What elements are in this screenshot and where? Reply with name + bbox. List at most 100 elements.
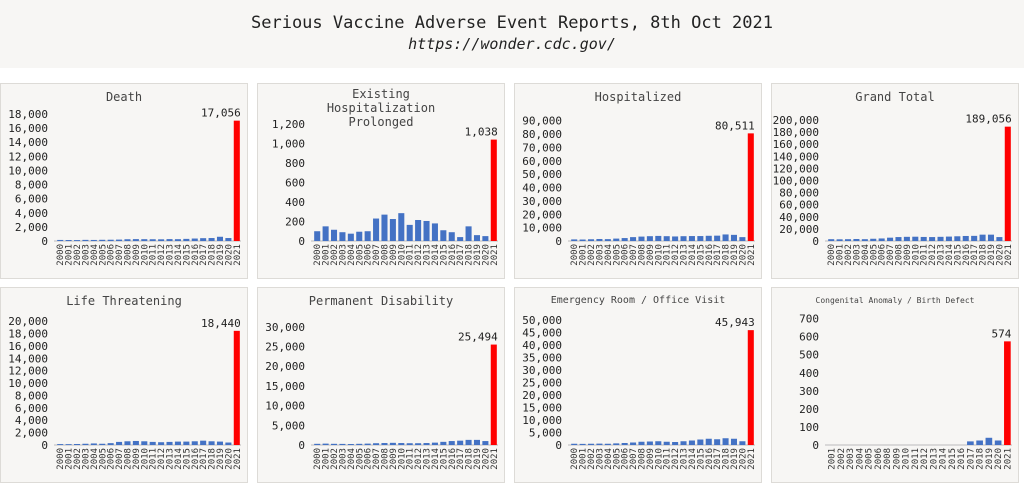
x-tick-label: 2006	[107, 244, 117, 266]
x-tick-label: 2010	[654, 244, 664, 266]
x-tick-label: 2016	[191, 244, 201, 266]
bar	[99, 443, 106, 445]
bar	[356, 443, 363, 445]
x-tick-label: 2002	[587, 244, 597, 266]
bar	[739, 237, 746, 241]
x-tick-label: 2010	[397, 448, 407, 470]
x-tick-label: 2021	[233, 244, 243, 266]
bar	[638, 441, 645, 445]
y-tick-label: 20,000	[265, 360, 305, 373]
x-tick-label: 2006	[107, 448, 117, 470]
x-tick-label: 2021	[747, 244, 757, 266]
bar-highlight	[1004, 126, 1011, 241]
bar-highlight	[233, 330, 240, 445]
bar-value-label: 189,056	[965, 113, 1011, 126]
bar	[158, 239, 165, 241]
x-tick-label: 2015	[182, 448, 192, 470]
bar-value-label: 1,038	[465, 126, 498, 139]
bar	[912, 236, 919, 241]
bar	[971, 235, 978, 241]
x-tick-label: 2014	[431, 448, 441, 470]
x-tick-label: 2013	[166, 448, 176, 470]
bar	[967, 441, 974, 445]
x-tick-label: 2014	[945, 244, 955, 266]
bar	[216, 236, 224, 241]
y-tick-label: 120,000	[773, 162, 819, 175]
bar	[465, 226, 472, 241]
x-tick-label: 2015	[182, 244, 192, 266]
bar	[579, 239, 586, 241]
bar	[482, 236, 489, 241]
x-tick-label: 2005	[612, 448, 622, 470]
bar	[448, 441, 455, 445]
x-tick-label: 2014	[688, 448, 698, 470]
x-tick-label: 2003	[846, 448, 856, 470]
bar-value-label: 18,440	[201, 317, 241, 330]
x-tick-label: 2010	[902, 448, 912, 470]
x-tick-label: 2013	[166, 244, 176, 266]
x-tick-label: 2009	[389, 448, 399, 470]
x-tick-label: 2001	[579, 448, 589, 470]
y-tick-label: 20,000	[779, 223, 819, 236]
bar	[116, 239, 123, 241]
y-tick-label: 40,000	[779, 211, 819, 224]
x-tick-label: 2018	[976, 448, 986, 470]
x-tick-label: 2018	[465, 448, 475, 470]
x-tick-label: 2003	[81, 448, 91, 470]
chart-title: Congenital Anomaly / Birth Defect	[816, 296, 975, 305]
bar	[166, 441, 173, 445]
y-tick-label: 70,000	[522, 141, 562, 154]
x-tick-label: 2001	[65, 448, 75, 470]
x-tick-label: 2002	[73, 244, 83, 266]
x-tick-label: 2015	[948, 448, 958, 470]
x-tick-label: 2018	[208, 244, 218, 266]
bar	[373, 218, 380, 241]
x-tick-label: 2006	[874, 448, 884, 470]
bar	[149, 239, 156, 241]
x-tick-label: 2011	[920, 244, 930, 266]
chart-title: Prolonged	[348, 115, 413, 129]
y-tick-label: 0	[555, 235, 562, 248]
bar	[381, 214, 388, 241]
x-tick-label: 2007	[372, 448, 382, 470]
x-tick-label: 2000	[313, 448, 323, 470]
bar	[314, 443, 321, 445]
bar	[903, 236, 910, 241]
y-tick-label: 16,000	[8, 122, 48, 135]
bar	[431, 442, 438, 445]
y-tick-label: 20,000	[522, 389, 562, 402]
x-tick-label: 2003	[595, 448, 605, 470]
y-tick-label: 30,000	[522, 195, 562, 208]
bar	[457, 237, 464, 241]
y-tick-label: 0	[41, 235, 48, 248]
x-tick-label: 2014	[174, 244, 184, 266]
y-tick-label: 160,000	[773, 138, 819, 151]
x-tick-label: 2001	[836, 244, 846, 266]
bar	[587, 443, 595, 445]
y-tick-label: 700	[799, 313, 819, 326]
x-tick-label: 2020	[224, 448, 234, 470]
bar	[448, 232, 455, 241]
x-tick-label: 2002	[73, 448, 83, 470]
bar	[431, 223, 438, 241]
y-tick-label: 2,000	[15, 427, 48, 440]
y-tick-label: 400	[285, 196, 305, 209]
bar	[638, 236, 645, 241]
x-tick-label: 2007	[886, 244, 896, 266]
bar	[347, 233, 354, 241]
bar	[406, 443, 413, 445]
x-tick-label: 2011	[406, 244, 416, 266]
y-tick-label: 0	[298, 235, 305, 248]
x-tick-label: 2021	[233, 448, 243, 470]
bar	[985, 437, 993, 445]
x-tick-label: 2016	[705, 448, 715, 470]
x-tick-label: 2018	[722, 448, 732, 470]
bar	[423, 220, 430, 241]
x-tick-label: 2007	[372, 244, 382, 266]
y-tick-label: 0	[298, 439, 305, 452]
x-tick-label: 2020	[224, 244, 234, 266]
x-tick-label: 2000	[570, 244, 580, 266]
x-tick-label: 2006	[364, 448, 374, 470]
bar	[630, 237, 637, 241]
chart-panel-congenital-anomaly: Congenital Anomaly / Birth Defect 0 100 200…	[771, 287, 1019, 483]
